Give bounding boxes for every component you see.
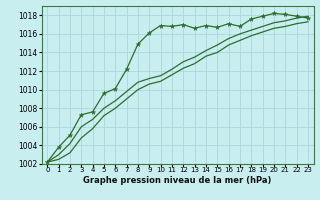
X-axis label: Graphe pression niveau de la mer (hPa): Graphe pression niveau de la mer (hPa) bbox=[84, 176, 272, 185]
